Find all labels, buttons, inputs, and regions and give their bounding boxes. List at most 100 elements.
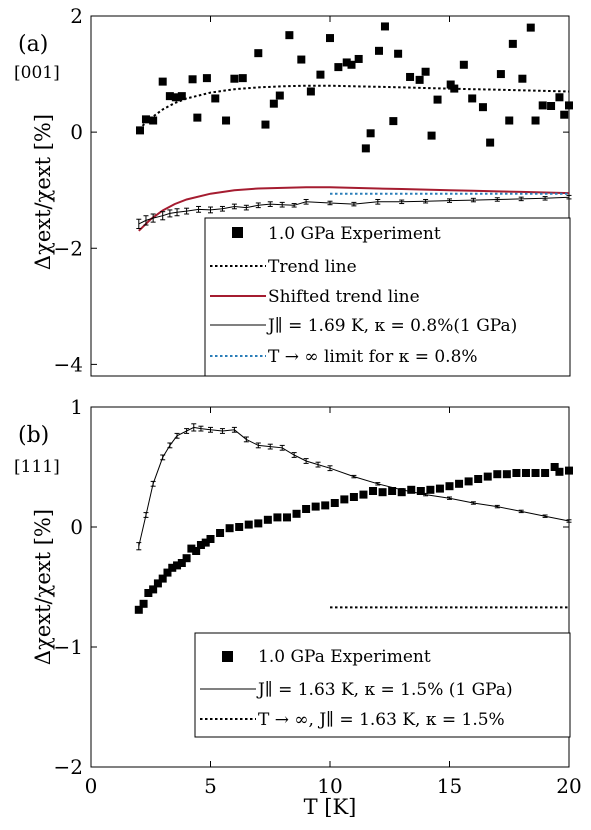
solid-series-line	[138, 186, 570, 232]
data-point	[149, 585, 158, 594]
x-axis-label: T [K]	[304, 795, 357, 819]
data-point	[173, 561, 182, 570]
data-point	[216, 529, 225, 537]
data-point	[468, 94, 477, 103]
data-point	[334, 63, 343, 72]
y-tick-label: 2	[70, 4, 83, 28]
y-tick-label: 0	[70, 120, 83, 144]
legend-label-limit-b: T → ∞, J∥ = 1.63 K, κ = 1.5%	[258, 710, 505, 730]
data-point	[560, 110, 569, 119]
data-point	[366, 129, 375, 138]
data-point	[340, 495, 349, 504]
data-point	[389, 117, 398, 126]
x-tick-label: 0	[85, 774, 98, 798]
data-point	[426, 485, 435, 494]
data-point	[254, 519, 263, 528]
data-point	[415, 75, 424, 84]
data-point	[508, 39, 517, 48]
legend-label-model-b: J∥ = 1.63 K, κ = 1.5% (1 GPa)	[256, 680, 513, 700]
data-point	[555, 467, 564, 476]
data-point	[297, 55, 306, 64]
data-point	[380, 22, 389, 31]
data-point	[550, 463, 559, 471]
data-point	[416, 487, 425, 495]
data-point	[531, 116, 540, 125]
series-a	[135, 22, 573, 232]
y-axis-label-a: Δχext/χext [%]	[31, 114, 55, 270]
data-point	[455, 479, 464, 488]
data-point	[435, 484, 444, 493]
data-point	[201, 538, 210, 547]
legend-label-shifted-a: Shifted trend line	[268, 287, 420, 307]
data-point	[406, 72, 415, 81]
data-point	[538, 101, 547, 110]
y-tick-label: −2	[54, 236, 83, 260]
solid-series-line	[138, 426, 570, 547]
data-point	[134, 605, 143, 614]
data-point	[269, 99, 278, 108]
data-point	[135, 126, 144, 135]
data-point	[177, 559, 186, 567]
data-point	[163, 568, 172, 577]
data-point	[478, 103, 487, 112]
legend-label-model-a: J∥ = 1.69 K, κ = 0.8%(1 GPa)	[266, 316, 517, 336]
data-point	[354, 54, 363, 63]
data-point	[541, 469, 550, 477]
legend-a: 1.0 GPa Experiment Trend line Shifted tr…	[204, 217, 571, 377]
data-point	[555, 93, 564, 102]
panel-a: (a) [001] Δχext/χext [%] 2 0 −2 −4 1.0 GPa …	[14, 4, 573, 377]
data-point	[275, 91, 284, 100]
y-tick-label: −4	[54, 352, 83, 376]
data-point	[153, 579, 162, 588]
panel-label-b: (b)	[18, 423, 49, 448]
legend-label-trend-a: Trend line	[268, 257, 357, 277]
data-point	[547, 102, 556, 110]
dotted-series-line	[138, 84, 570, 130]
data-point	[202, 74, 211, 83]
legend-marker-experiment-b	[222, 651, 233, 662]
data-point	[483, 472, 492, 481]
data-point	[187, 544, 196, 553]
y-tick-label: 0	[70, 515, 83, 539]
data-point	[374, 46, 383, 55]
data-point	[321, 501, 330, 510]
legend-box-b	[194, 632, 571, 738]
data-point	[445, 482, 454, 491]
direction-label-a: [001]	[14, 63, 60, 83]
y-ticks-a: 2 0 −2 −4	[54, 4, 570, 376]
data-point	[502, 470, 511, 479]
data-point	[521, 469, 530, 477]
data-point	[238, 74, 247, 83]
data-point	[302, 505, 311, 513]
data-point	[188, 75, 197, 84]
legend-b: 1.0 GPa Experiment J∥ = 1.63 K, κ = 1.5%…	[194, 632, 571, 738]
data-point	[349, 493, 358, 501]
data-point	[158, 77, 167, 86]
y-axis-label-b: Δχext/χext [%]	[31, 509, 55, 665]
data-point	[496, 70, 505, 79]
data-point	[421, 67, 430, 76]
data-point	[361, 144, 370, 153]
data-point	[359, 490, 368, 499]
panel-label-a: (a)	[18, 32, 48, 57]
data-point	[505, 116, 514, 125]
data-point	[369, 487, 378, 495]
legend-marker-experiment-a	[232, 227, 243, 238]
data-point	[206, 535, 215, 543]
data-point	[254, 49, 263, 58]
data-point	[225, 524, 234, 533]
x-tick-label: 20	[556, 774, 581, 798]
legend-label-experiment-b: 1.0 GPa Experiment	[258, 647, 431, 667]
data-point	[342, 58, 351, 67]
data-point	[235, 523, 244, 531]
data-point	[244, 520, 253, 529]
legend-label-experiment-a: 1.0 GPa Experiment	[268, 224, 441, 244]
data-point	[531, 469, 540, 477]
data-point	[433, 95, 442, 104]
data-point	[330, 499, 339, 507]
solid-series-line	[138, 196, 570, 225]
data-point	[347, 60, 356, 69]
data-point	[182, 554, 191, 563]
data-point	[388, 487, 397, 495]
